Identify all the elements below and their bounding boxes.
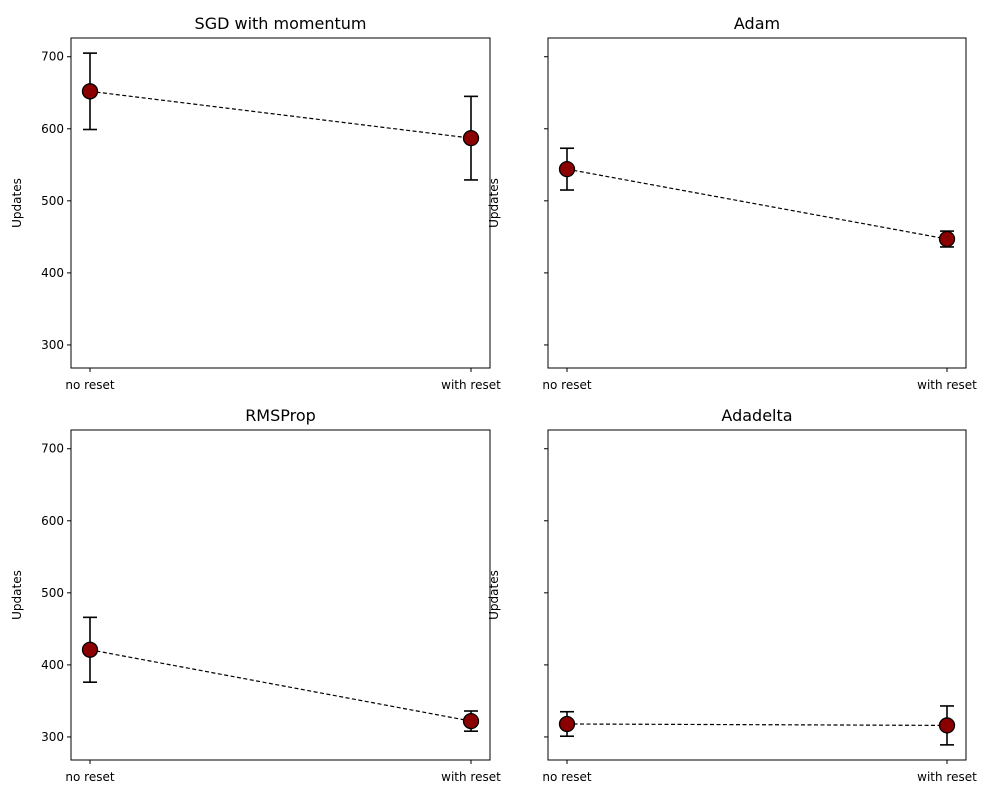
y-tick-label: 300 — [41, 338, 64, 352]
subplot-title: Adam — [734, 14, 780, 33]
plot-frame — [547, 37, 967, 369]
data-point — [558, 160, 576, 178]
series-line — [566, 723, 948, 727]
subplot-title: SGD with momentum — [195, 14, 367, 33]
y-axis-label: Updates — [487, 570, 501, 620]
subplot-3: Adadelta Updates no reset with reset — [487, 406, 977, 784]
subplot-0: SGD with momentum Updates 300 400 500 600 700 n… — [10, 14, 501, 392]
data-point — [938, 230, 956, 248]
y-axis-label: Updates — [10, 570, 24, 620]
x-tick-label: with reset — [441, 770, 501, 784]
subplot-2: RMSProp Updates 300 400 500 600 700 no reset wit… — [10, 406, 501, 784]
data-point — [81, 83, 99, 100]
data-point — [938, 717, 956, 734]
y-tick-label: 700 — [41, 50, 64, 64]
subplot-1: Adam Updates no reset with reset — [487, 14, 977, 392]
x-tick-label: with reset — [917, 770, 977, 784]
y-axis-label: Updates — [487, 178, 501, 228]
y-tick-label: 700 — [41, 442, 64, 456]
y-tick-label: 400 — [41, 266, 64, 280]
data-point — [81, 641, 99, 658]
plot-frame — [70, 37, 491, 369]
plot-frame — [70, 429, 491, 761]
subplot-title: Adadelta — [721, 406, 792, 425]
y-tick-label: 600 — [41, 122, 64, 136]
y-tick-label: 500 — [41, 194, 64, 208]
x-tick-label: no reset — [65, 770, 114, 784]
x-tick-label: with reset — [441, 378, 501, 392]
y-tick-label: 400 — [41, 658, 64, 672]
x-tick-label: no reset — [542, 770, 591, 784]
y-tick-label: 300 — [41, 730, 64, 744]
y-tick-label: 500 — [41, 586, 64, 600]
x-tick-label: no reset — [542, 378, 591, 392]
y-axis-label: Updates — [10, 178, 24, 228]
data-point — [462, 712, 480, 730]
plot-frame — [547, 429, 967, 761]
y-tick-label: 600 — [41, 514, 64, 528]
series-line — [566, 168, 948, 240]
series-line — [89, 90, 472, 139]
subplot-title: RMSProp — [245, 406, 316, 425]
data-point — [462, 130, 480, 147]
data-point — [558, 715, 576, 733]
x-tick-label: with reset — [917, 378, 977, 392]
x-tick-label: no reset — [65, 378, 114, 392]
